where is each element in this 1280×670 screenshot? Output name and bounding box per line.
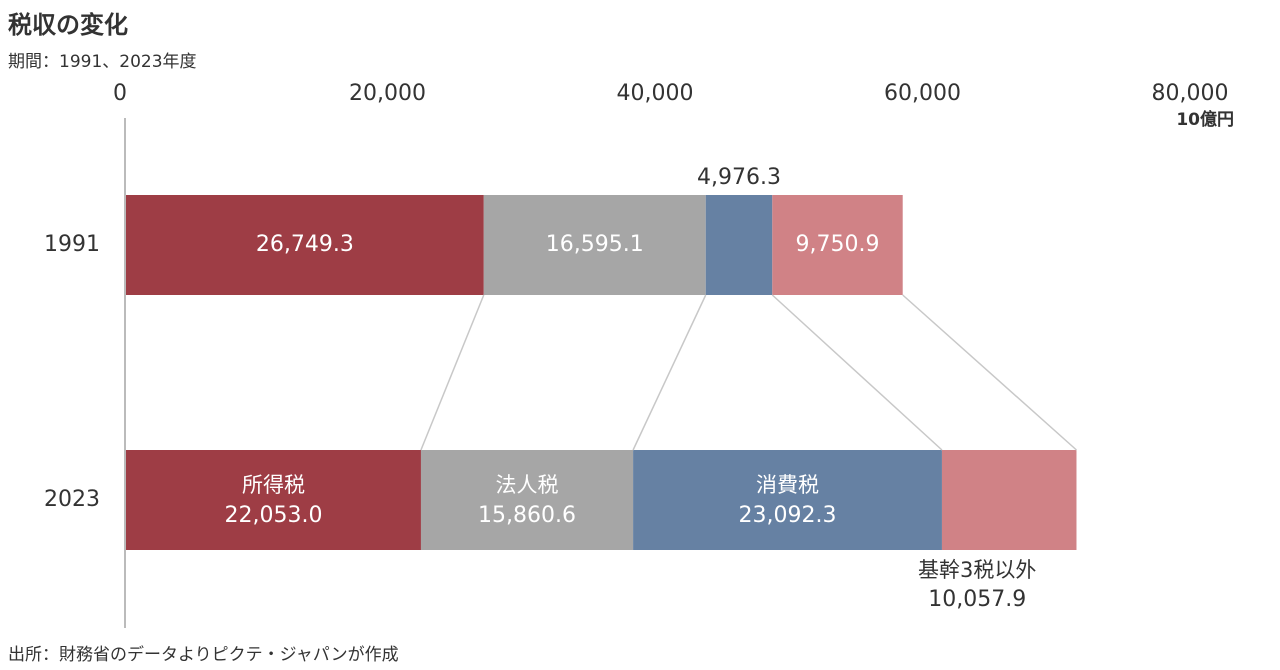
series-label: 基幹3税以外 bbox=[918, 558, 1036, 582]
axis-unit: 10億円 bbox=[1176, 109, 1234, 130]
value-label: 23,092.3 bbox=[739, 503, 837, 528]
x-tick-label: 40,000 bbox=[617, 81, 694, 106]
x-tick-label: 80,000 bbox=[1152, 81, 1229, 106]
x-tick-label: 60,000 bbox=[884, 81, 961, 106]
bar-segment bbox=[633, 450, 942, 550]
bar-segment bbox=[772, 195, 903, 295]
x-tick-label: 0 bbox=[113, 81, 127, 106]
bar-segment bbox=[705, 195, 773, 295]
series-label: 消費税 bbox=[756, 473, 819, 497]
chart-subtitle: 期間：1991、2023年度 bbox=[8, 52, 197, 72]
value-label: 26,749.3 bbox=[256, 232, 354, 257]
value-label: 10,057.9 bbox=[928, 587, 1026, 612]
connector-line bbox=[771, 294, 943, 451]
bar-segment bbox=[126, 450, 421, 550]
value-label: 16,595.1 bbox=[546, 232, 644, 257]
bar-segment bbox=[483, 195, 706, 295]
connector-line bbox=[902, 294, 1077, 451]
bar-segment bbox=[126, 195, 484, 295]
value-label: 22,053.0 bbox=[224, 503, 322, 528]
series-label: 法人税 bbox=[496, 473, 559, 497]
value-label: 15,860.6 bbox=[478, 503, 576, 528]
series-label: 所得税 bbox=[242, 473, 305, 497]
value-label: 4,976.3 bbox=[697, 165, 781, 190]
source-note: 出所：財務省のデータよりピクテ・ジャパンが作成 bbox=[8, 644, 399, 665]
bar-segment bbox=[420, 450, 634, 550]
y-tick-label: 1991 bbox=[44, 232, 100, 257]
value-label: 9,750.9 bbox=[796, 232, 880, 257]
connector-line bbox=[632, 294, 707, 451]
chart-title: 税収の変化 bbox=[8, 11, 128, 39]
bar-segment bbox=[941, 450, 1077, 550]
y-tick-label: 2023 bbox=[44, 487, 100, 512]
connector-line bbox=[420, 294, 485, 451]
x-tick-label: 20,000 bbox=[349, 81, 426, 106]
